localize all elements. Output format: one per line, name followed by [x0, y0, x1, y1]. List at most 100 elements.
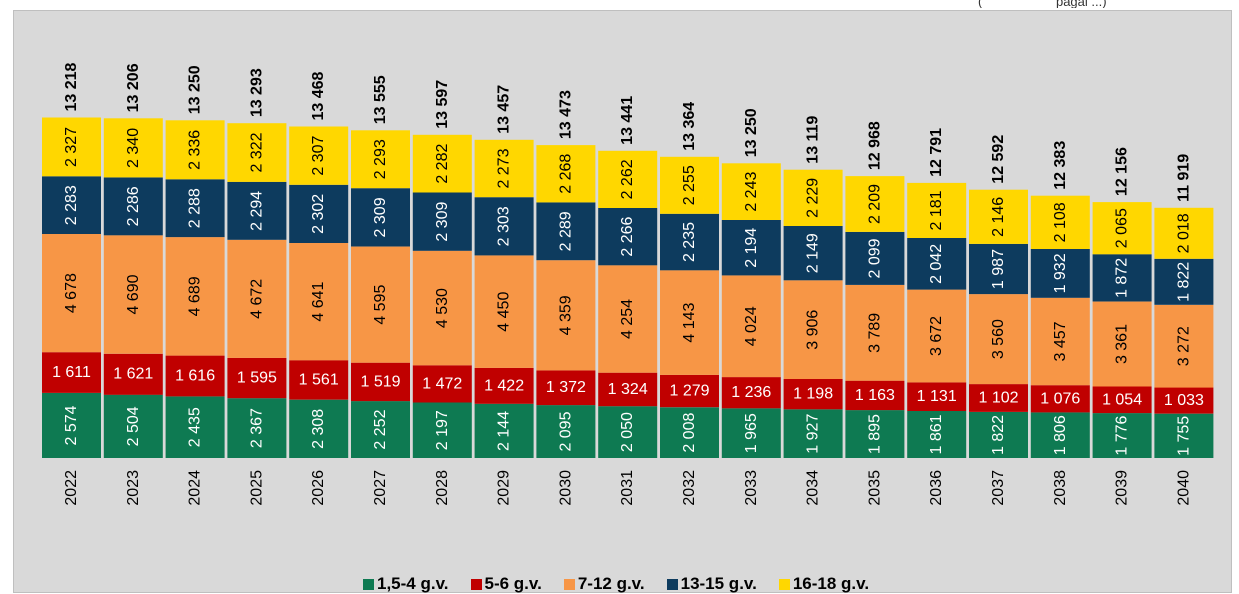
x-tick-label: 2027: [372, 470, 389, 506]
segment-value-label: 4 641: [310, 281, 327, 321]
total-label: 13 250: [187, 65, 204, 114]
segment-value-label: 1 033: [1164, 392, 1204, 409]
segment-value-label: 2 367: [248, 408, 265, 448]
source-note-prefix: (: [978, 0, 983, 8]
legend-swatch: [666, 578, 678, 590]
total-label: 11 919: [1175, 154, 1192, 202]
segment-value-label: 1 987: [990, 249, 1007, 289]
bar-segment: [412, 365, 472, 403]
segment-value-label: 3 672: [928, 316, 945, 356]
segment-value-label: 3 789: [866, 313, 883, 353]
x-tick-label: 2036: [928, 470, 945, 506]
bar-segment: [42, 352, 101, 393]
segment-value-label: 1 861: [928, 414, 945, 454]
bar-segment: [969, 189, 1028, 244]
total-label: 12 156: [1114, 147, 1131, 196]
bar-segment: [351, 188, 410, 247]
total-label: 12 592: [990, 135, 1007, 184]
bar-segment: [103, 353, 163, 395]
total-label: 13 364: [681, 102, 698, 151]
bar-segment: [103, 235, 163, 354]
segment-value-label: 1 198: [793, 386, 833, 403]
total-label: 13 293: [248, 68, 265, 117]
bar-segment: [845, 285, 905, 381]
x-tick-label: 2029: [496, 470, 513, 506]
segment-value-label: 3 361: [1114, 324, 1131, 364]
bar-segment: [103, 394, 163, 458]
segment-value-label: 1 616: [175, 368, 215, 385]
bar-segment: [165, 396, 225, 458]
segment-value-label: 2 309: [372, 197, 389, 237]
bar-segment: [721, 220, 781, 276]
bar-segment: [474, 139, 534, 198]
total-label: 12 968: [866, 121, 883, 170]
segment-value-label: 1 422: [484, 377, 524, 394]
bar-segment: [907, 382, 967, 411]
segment-value-label: 2 336: [187, 130, 204, 170]
bar-segment: [536, 202, 596, 261]
bar-segment: [1030, 249, 1090, 298]
bar-segment: [1154, 207, 1214, 259]
legend-label: 16-18 g.v.: [792, 574, 870, 593]
bar-segment: [1030, 412, 1090, 458]
x-tick-label: 2025: [248, 470, 265, 506]
segment-value-label: 4 143: [681, 302, 698, 342]
bar-segment: [227, 357, 287, 399]
bar-segment: [1092, 254, 1152, 302]
segment-value-label: 1 611: [52, 364, 91, 381]
bar-segment: [598, 265, 658, 373]
x-tick-label: 2024: [187, 470, 204, 506]
total-label: 13 218: [63, 62, 80, 111]
bar-segment: [845, 380, 905, 411]
segment-value-label: 1 324: [608, 381, 648, 398]
bar-segment: [536, 370, 596, 406]
bar-segment: [783, 379, 843, 410]
bar-segment: [412, 134, 472, 193]
legend-item: 5-6 g.v.: [470, 574, 542, 594]
segment-value-label: 1 895: [866, 414, 883, 454]
segment-value-label: 4 595: [372, 285, 389, 325]
bar-segment: [289, 399, 349, 458]
total-label: 12 791: [928, 128, 945, 177]
segment-value-label: 4 359: [557, 295, 574, 335]
bar-segment: [907, 238, 967, 290]
segment-value-label: 1 054: [1102, 391, 1142, 408]
bar-segment: [783, 226, 843, 281]
bar-segment: [1154, 413, 1214, 458]
bar-segment: [660, 407, 719, 458]
legend-swatch: [778, 578, 790, 590]
bar-segment: [969, 294, 1028, 385]
bar-segment: [42, 176, 101, 234]
segment-value-label: 4 530: [434, 288, 451, 328]
bar-segment: [721, 408, 781, 458]
segment-value-label: 2 008: [681, 413, 698, 453]
segment-value-label: 4 672: [248, 279, 265, 319]
segment-value-label: 4 690: [125, 274, 142, 314]
bar-segment: [227, 181, 287, 240]
bar-segment: [1092, 301, 1152, 387]
x-tick-label: 2040: [1175, 470, 1192, 506]
bar-segment: [721, 275, 781, 378]
segment-value-label: 2 050: [619, 412, 636, 452]
segment-value-label: 1 102: [978, 390, 1018, 407]
segment-value-label: 1 932: [1052, 253, 1069, 293]
bar-segment: [165, 237, 225, 356]
segment-value-label: 1 076: [1040, 390, 1080, 407]
segment-value-label: 2 146: [990, 197, 1007, 237]
total-label: 13 457: [496, 85, 513, 134]
legend-item: 1,5-4 g.v.: [363, 574, 449, 594]
segment-value-label: 2 197: [434, 410, 451, 450]
segment-value-label: 4 450: [496, 292, 513, 332]
legend-label: 7-12 g.v.: [577, 574, 645, 593]
bar-segment: [412, 250, 472, 366]
bar-segment: [42, 393, 101, 458]
legend-label: 5-6 g.v.: [484, 574, 542, 593]
x-tick-label: 2038: [1052, 470, 1069, 506]
segment-value-label: 2 065: [1114, 208, 1131, 248]
legend-item: 7-12 g.v.: [563, 574, 645, 594]
x-tick-label: 2033: [743, 470, 760, 506]
bar-segment: [165, 120, 225, 180]
segment-value-label: 3 272: [1175, 326, 1192, 366]
legend-swatch: [363, 578, 374, 590]
segment-value-label: 2 194: [743, 228, 760, 268]
